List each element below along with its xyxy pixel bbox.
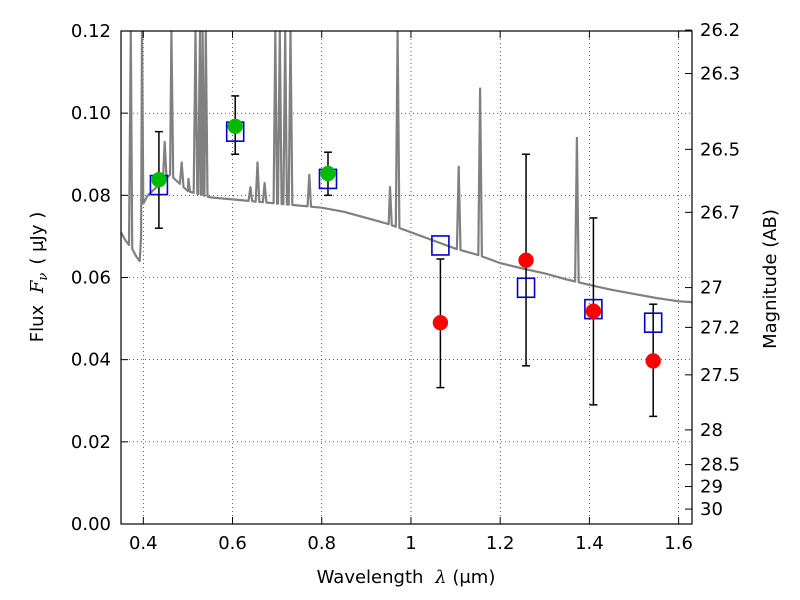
series-0-point bbox=[151, 171, 167, 188]
data-marks bbox=[149, 95, 663, 418]
x-tick-label: 1 bbox=[405, 533, 416, 554]
y-tick-label: 0.02 bbox=[71, 432, 111, 453]
series-0-point bbox=[227, 118, 243, 135]
series-1-point bbox=[432, 314, 449, 331]
mag-tick-label: 26.2 bbox=[700, 20, 740, 41]
series-0-point bbox=[320, 165, 336, 182]
axis-ticks: 0.4 0.6 0.8 1 1.2 1.4 1.6 0.00 0.02 0.04 0.06 0.08 0… bbox=[71, 20, 740, 554]
mag-tick-label: 30 bbox=[700, 499, 723, 520]
mag-tick-label: 28 bbox=[700, 420, 723, 441]
x-tick-label: 1.2 bbox=[486, 533, 515, 554]
x-tick-label: 0.4 bbox=[129, 533, 158, 554]
y-tick-label: 0.12 bbox=[71, 21, 111, 42]
x-tick-label: 0.6 bbox=[218, 533, 247, 554]
series-1-point bbox=[645, 353, 661, 369]
x-tick-label: 1.6 bbox=[664, 533, 693, 554]
x-axis-symbol: λ bbox=[434, 567, 446, 588]
mag-tick-label: 28.5 bbox=[700, 455, 740, 476]
mag-tick-label: 26.5 bbox=[700, 139, 740, 160]
mag-tick-label: 26.3 bbox=[700, 64, 740, 85]
series-2-point bbox=[643, 312, 663, 333]
x-tick-label: 1.4 bbox=[575, 533, 604, 554]
x-axis-unit: (μm) bbox=[452, 567, 495, 588]
y-tick-label: 0.10 bbox=[71, 103, 111, 124]
y-axis-title: Flux Fν ( μJy ) bbox=[27, 212, 51, 342]
sed-model-spectrum bbox=[121, 31, 692, 304]
mag-tick-label: 27 bbox=[700, 278, 723, 299]
y-tick-label: 0.04 bbox=[71, 350, 111, 371]
series-2-point bbox=[516, 277, 536, 299]
y-axis-label: Flux bbox=[27, 304, 48, 342]
y-tick-label: 0.00 bbox=[71, 514, 111, 535]
mag-tick-label: 27.2 bbox=[700, 317, 740, 338]
series-2-point bbox=[431, 235, 450, 256]
y-tick-label: 0.08 bbox=[71, 185, 111, 206]
right-axis-title: Magnitude (AB) bbox=[760, 209, 781, 349]
sed-line bbox=[121, 31, 692, 304]
y-axis-unit: ( μJy ) bbox=[27, 212, 48, 265]
x-axis-label: Wavelength bbox=[317, 567, 424, 588]
series-1-point bbox=[585, 303, 602, 319]
y-axis-subscript: ν bbox=[36, 273, 51, 281]
mag-tick-label: 26.7 bbox=[700, 202, 740, 223]
mag-tick-label: 29 bbox=[700, 477, 723, 498]
y-tick-label: 0.06 bbox=[71, 268, 111, 289]
series-1-point bbox=[518, 252, 534, 268]
mag-tick-label: 27.5 bbox=[700, 365, 740, 386]
x-tick-label: 0.8 bbox=[307, 533, 336, 554]
y-axis-symbol: F bbox=[27, 279, 48, 294]
x-axis-title: Wavelength λ (μm) bbox=[317, 567, 496, 588]
